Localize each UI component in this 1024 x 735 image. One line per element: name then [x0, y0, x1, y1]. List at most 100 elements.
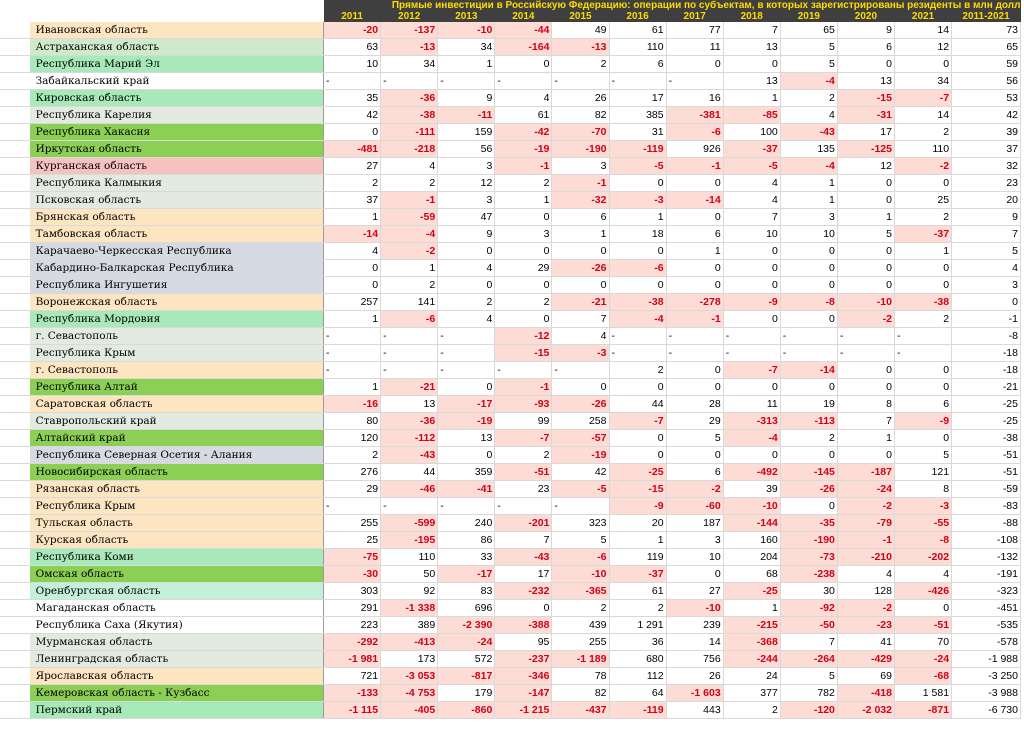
year-header[interactable]: 2011: [323, 11, 381, 22]
value-cell[interactable]: -8: [894, 531, 953, 549]
value-cell[interactable]: -1: [551, 174, 610, 192]
value-cell[interactable]: -: [323, 344, 382, 362]
value-cell[interactable]: 359: [437, 463, 496, 481]
value-cell[interactable]: 56: [437, 140, 496, 158]
value-cell[interactable]: 0: [437, 378, 496, 396]
value-cell[interactable]: 179: [437, 684, 496, 702]
value-cell[interactable]: -1 215: [494, 701, 553, 719]
value-cell[interactable]: -57: [551, 429, 610, 447]
value-cell[interactable]: -: [323, 497, 382, 515]
value-cell[interactable]: 3: [551, 157, 610, 175]
value-cell[interactable]: -2 390: [437, 616, 496, 634]
region-name-cell[interactable]: Кемеровская область - Кузбасс: [29, 684, 325, 702]
region-name-cell[interactable]: Республика Алтай: [29, 378, 325, 396]
value-cell[interactable]: -346: [494, 667, 553, 685]
value-cell[interactable]: 0: [609, 276, 667, 294]
value-cell[interactable]: -232: [494, 582, 553, 600]
value-cell[interactable]: 17: [494, 565, 553, 583]
value-cell[interactable]: 0: [837, 276, 895, 294]
value-cell[interactable]: 303: [323, 582, 382, 600]
value-cell[interactable]: -: [551, 361, 610, 379]
region-name-cell[interactable]: Воронежская область: [29, 293, 325, 311]
value-cell[interactable]: -24: [837, 480, 895, 498]
region-name-cell[interactable]: Магаданская область: [29, 599, 325, 617]
value-cell[interactable]: 4: [723, 191, 781, 209]
value-cell[interactable]: -: [437, 497, 496, 515]
value-cell[interactable]: -73: [780, 548, 838, 566]
value-cell[interactable]: -24: [894, 650, 953, 668]
value-cell[interactable]: -37: [609, 565, 667, 583]
region-name-cell[interactable]: Астраханская область: [29, 38, 325, 56]
value-cell[interactable]: 13: [837, 72, 895, 90]
value-cell[interactable]: -2: [837, 310, 895, 328]
value-cell[interactable]: 782: [780, 684, 838, 702]
value-cell[interactable]: -418: [837, 684, 895, 702]
value-cell[interactable]: 6: [837, 38, 895, 56]
value-cell[interactable]: -7: [494, 429, 553, 447]
value-cell[interactable]: 31: [609, 123, 667, 141]
value-cell[interactable]: 1: [609, 531, 667, 549]
total-cell[interactable]: 65: [951, 38, 1021, 56]
value-cell[interactable]: 0: [723, 310, 781, 328]
value-cell[interactable]: 1: [837, 429, 895, 447]
value-cell[interactable]: 17: [837, 123, 895, 141]
value-cell[interactable]: 258: [551, 412, 610, 430]
value-cell[interactable]: 14: [666, 633, 724, 651]
value-cell[interactable]: 0: [609, 174, 667, 192]
value-cell[interactable]: -10: [723, 497, 781, 515]
value-cell[interactable]: -60: [666, 497, 724, 515]
value-cell[interactable]: 119: [609, 548, 667, 566]
value-cell[interactable]: -: [323, 361, 382, 379]
value-cell[interactable]: -44: [494, 22, 553, 39]
value-cell[interactable]: 323: [551, 514, 610, 532]
value-cell[interactable]: 2: [894, 310, 953, 328]
value-cell[interactable]: 572: [437, 650, 496, 668]
value-cell[interactable]: -37: [723, 140, 781, 158]
total-cell[interactable]: -25: [951, 395, 1021, 413]
value-cell[interactable]: 44: [609, 395, 667, 413]
value-cell[interactable]: -145: [780, 463, 838, 481]
value-cell[interactable]: 160: [723, 531, 781, 549]
value-cell[interactable]: 0: [837, 378, 895, 396]
value-cell[interactable]: -24: [437, 633, 496, 651]
region-name-cell[interactable]: Республика Мордовия: [29, 310, 325, 328]
region-name-cell[interactable]: Пермский край: [29, 701, 325, 719]
value-cell[interactable]: -164: [494, 38, 553, 56]
value-cell[interactable]: 7: [494, 531, 553, 549]
value-cell[interactable]: -51: [894, 616, 953, 634]
value-cell[interactable]: 12: [894, 38, 953, 56]
value-cell[interactable]: -14: [323, 225, 382, 243]
value-cell[interactable]: -1: [666, 310, 724, 328]
total-cell[interactable]: -38: [951, 429, 1021, 447]
value-cell[interactable]: 37: [323, 191, 382, 209]
value-cell[interactable]: 9: [437, 225, 496, 243]
value-cell[interactable]: -: [494, 497, 553, 515]
region-name-cell[interactable]: г. Севастополь: [29, 327, 325, 345]
value-cell[interactable]: 34: [380, 55, 439, 73]
value-cell[interactable]: 50: [380, 565, 439, 583]
total-cell[interactable]: -21: [951, 378, 1021, 396]
value-cell[interactable]: -38: [894, 293, 953, 311]
value-cell[interactable]: 63: [323, 38, 382, 56]
total-cell[interactable]: -132: [951, 548, 1021, 566]
value-cell[interactable]: 0: [494, 55, 553, 73]
value-cell[interactable]: 6: [666, 463, 724, 481]
total-cell[interactable]: 32: [951, 157, 1021, 175]
region-name-cell[interactable]: Республика Коми: [29, 548, 325, 566]
value-cell[interactable]: 0: [551, 242, 610, 260]
value-cell[interactable]: -25: [609, 463, 667, 481]
value-cell[interactable]: 0: [494, 599, 553, 617]
value-cell[interactable]: -: [666, 72, 724, 90]
region-name-cell[interactable]: Алтайский край: [29, 429, 325, 447]
value-cell[interactable]: -1: [666, 157, 724, 175]
value-cell[interactable]: 276: [323, 463, 382, 481]
value-cell[interactable]: -4: [609, 310, 667, 328]
value-cell[interactable]: -: [437, 361, 496, 379]
value-cell[interactable]: 86: [437, 531, 496, 549]
value-cell[interactable]: 128: [837, 582, 895, 600]
value-cell[interactable]: -: [380, 344, 439, 362]
value-cell[interactable]: -15: [837, 89, 895, 107]
value-cell[interactable]: -2: [894, 157, 953, 175]
value-cell[interactable]: -368: [723, 633, 781, 651]
value-cell[interactable]: 99: [494, 412, 553, 430]
